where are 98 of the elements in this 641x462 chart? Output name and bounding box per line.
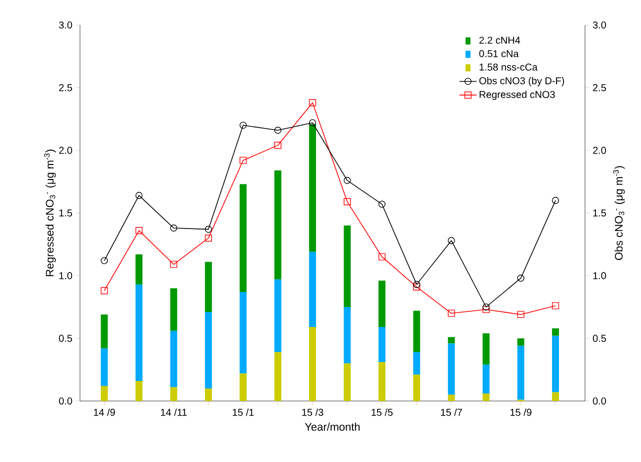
bar xyxy=(482,364,490,394)
point xyxy=(482,303,490,311)
bar xyxy=(274,279,282,352)
point xyxy=(204,226,212,233)
bar xyxy=(204,312,212,388)
bar xyxy=(170,387,178,401)
x-tick-label: 14 /11 xyxy=(161,408,187,416)
bar xyxy=(344,307,351,364)
bar xyxy=(100,348,108,386)
bar xyxy=(552,392,559,401)
bar xyxy=(378,362,386,401)
bar xyxy=(204,388,212,401)
point xyxy=(448,237,455,244)
x-axis-title: Year/month xyxy=(304,422,360,431)
bar xyxy=(170,330,178,388)
point xyxy=(240,122,247,129)
point xyxy=(448,310,455,317)
y-tick-label: 1.0 xyxy=(59,272,72,280)
point xyxy=(378,253,386,260)
bar xyxy=(552,328,559,336)
y2-tick-label: 2.0 xyxy=(593,146,606,154)
point xyxy=(170,224,178,232)
bar xyxy=(552,336,559,392)
point xyxy=(309,119,316,126)
x-tick-label: 15 /9 xyxy=(510,408,532,416)
legend-label: Regressed cNO3 xyxy=(480,90,555,100)
x-tick-label: 15 /3 xyxy=(302,408,324,416)
bar xyxy=(413,352,420,375)
point xyxy=(274,142,282,149)
point xyxy=(552,302,560,310)
point xyxy=(135,227,143,234)
bar xyxy=(517,338,524,346)
point xyxy=(413,280,420,288)
y2-tick-label: 1.0 xyxy=(593,272,606,280)
point xyxy=(135,192,143,199)
point xyxy=(552,196,560,204)
legend-label: Obs cNO3 (by D-F) xyxy=(479,77,564,86)
bar xyxy=(448,337,455,344)
point xyxy=(517,274,524,282)
point xyxy=(309,99,316,106)
y-tick-label: 2.5 xyxy=(59,84,72,92)
bar xyxy=(482,393,490,401)
point xyxy=(344,198,351,206)
bar xyxy=(204,262,212,312)
bar xyxy=(309,252,316,328)
bar xyxy=(517,346,524,400)
bar xyxy=(240,373,247,401)
y-tick-label: 0.5 xyxy=(59,334,72,342)
y2-axis-title: Obs cNO$_{3}$$^{-}$ (μg m$^{-3}$) xyxy=(613,166,625,260)
y2-tick-label: 2.5 xyxy=(593,84,606,92)
bar xyxy=(378,280,386,328)
y-axis-title: Regressed cNO$_{3}$$^{-}$ (μg m$^{-3}$) xyxy=(44,150,56,276)
x-tick-label: 15 /5 xyxy=(372,408,393,416)
bar xyxy=(448,343,455,395)
x-tick-label: 15 /1 xyxy=(232,408,254,416)
y-tick-label: 0.0 xyxy=(59,397,72,405)
point xyxy=(100,257,108,264)
y2-tick-label: 1.5 xyxy=(593,210,606,216)
point xyxy=(204,234,212,242)
point xyxy=(240,156,247,164)
legend-label: 2.2 cNH4 xyxy=(479,36,520,44)
y2-tick-label: 3.0 xyxy=(592,21,606,29)
bar xyxy=(448,394,455,401)
bar xyxy=(344,226,351,307)
point xyxy=(517,310,524,318)
point xyxy=(274,126,282,134)
point xyxy=(100,287,108,294)
bar xyxy=(309,124,316,252)
point xyxy=(413,283,420,290)
bar xyxy=(413,310,420,352)
y2-tick-label: 0.5 xyxy=(592,334,606,342)
bar xyxy=(274,352,282,401)
bar xyxy=(482,333,490,365)
x-tick-label: 15 /7 xyxy=(441,408,462,416)
point xyxy=(170,260,178,268)
bar xyxy=(100,314,108,348)
bar xyxy=(344,363,351,401)
bar xyxy=(136,254,142,284)
bar xyxy=(378,327,386,362)
y-tick-label: 1.5 xyxy=(59,210,72,216)
bar xyxy=(136,284,142,381)
point xyxy=(344,176,351,184)
bar xyxy=(240,292,247,374)
bar xyxy=(170,288,178,331)
point xyxy=(482,306,490,314)
bar xyxy=(413,374,420,401)
legend-label: 1.58 nss-cCa xyxy=(480,64,538,71)
bar xyxy=(309,327,316,401)
bar xyxy=(240,184,247,292)
bar xyxy=(136,380,142,401)
y2-tick-label: 0.0 xyxy=(592,397,606,405)
x-tick-label: 14 /9 xyxy=(94,408,115,416)
bar xyxy=(274,170,282,280)
y-tick-label: 2.0 xyxy=(59,146,72,154)
legend-label: 0.51 cNa xyxy=(479,50,519,58)
point xyxy=(378,200,386,208)
bar xyxy=(100,386,108,401)
y-tick-label: 3.0 xyxy=(59,21,72,29)
